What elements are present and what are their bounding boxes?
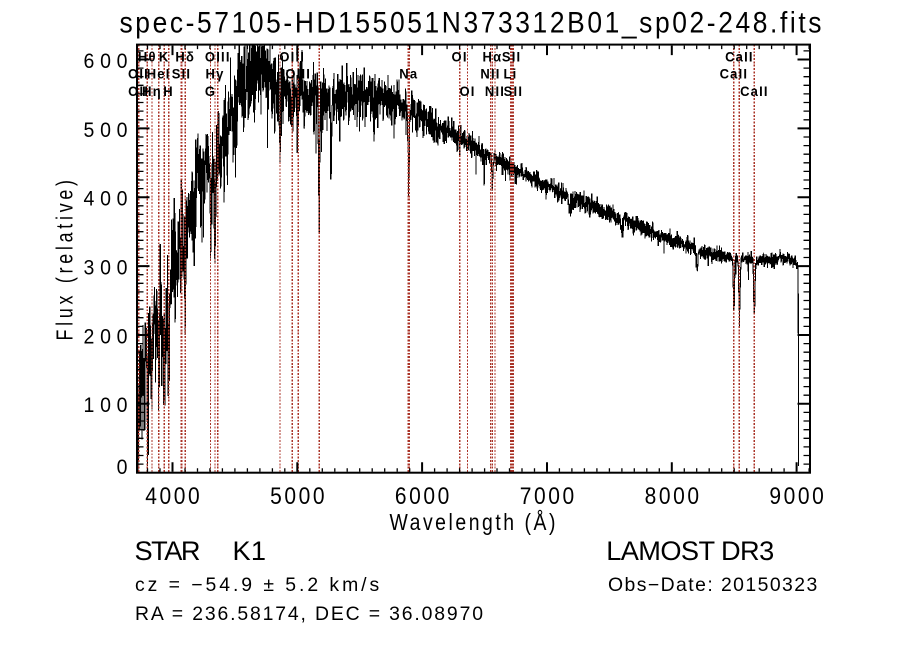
svg-text:SII: SII	[504, 83, 523, 98]
svg-text:LAMOST DR3: LAMOST DR3	[606, 535, 774, 566]
svg-text:500: 500	[84, 119, 128, 142]
svg-text:CaII: CaII	[720, 66, 749, 81]
svg-text:Li: Li	[504, 66, 518, 81]
svg-text:Hβ: Hβ	[270, 83, 290, 98]
svg-text:H: H	[163, 83, 174, 98]
svg-text:CaII: CaII	[725, 49, 754, 64]
svg-text:RA = 236.58174, DEC = 36.0897: RA = 236.58174, DEC = 36.08970	[135, 603, 483, 625]
svg-text:0: 0	[117, 456, 128, 479]
svg-text:Hη: Hη	[142, 83, 162, 98]
svg-text:OIII: OIII	[285, 66, 311, 81]
svg-text:K: K	[159, 49, 170, 64]
svg-text:Wavelength (Å): Wavelength (Å)	[390, 509, 556, 535]
svg-text:HeI: HeI	[147, 66, 171, 81]
svg-text:OI: OI	[452, 49, 468, 64]
svg-text:Na: Na	[399, 66, 418, 81]
svg-text:600: 600	[84, 50, 128, 73]
svg-text:300: 300	[84, 257, 128, 280]
svg-text:STAR: STAR	[135, 535, 201, 566]
svg-text:OII: OII	[128, 66, 149, 81]
svg-text:OI: OI	[459, 83, 475, 98]
svg-text:200: 200	[84, 326, 128, 349]
svg-text:Obs−Date: 20150323: Obs−Date: 20150323	[608, 574, 817, 596]
svg-text:NII: NII	[480, 66, 500, 81]
svg-text:OIII: OIII	[205, 49, 231, 64]
svg-text:G: G	[205, 83, 216, 98]
svg-text:Flux (relative): Flux (relative)	[52, 180, 78, 341]
svg-text:CaII: CaII	[740, 83, 769, 98]
svg-text:Hθ: Hθ	[138, 49, 157, 64]
svg-text:400: 400	[84, 188, 128, 211]
svg-text:Hα: Hα	[483, 49, 503, 64]
svg-text:Hδ: Hδ	[175, 49, 195, 64]
svg-text:SII: SII	[172, 66, 191, 81]
svg-text:cz = −54.9 ± 5.2 km/s: cz = −54.9 ± 5.2 km/s	[135, 574, 379, 596]
svg-text:OIII: OIII	[279, 49, 305, 64]
svg-text:K1: K1	[233, 535, 267, 566]
svg-text:Mg: Mg	[309, 83, 330, 98]
svg-text:NII: NII	[485, 83, 505, 98]
svg-text:OII: OII	[128, 83, 149, 98]
svg-text:100: 100	[84, 395, 128, 418]
svg-text:SII: SII	[502, 49, 521, 64]
svg-text:Hγ: Hγ	[205, 66, 224, 81]
